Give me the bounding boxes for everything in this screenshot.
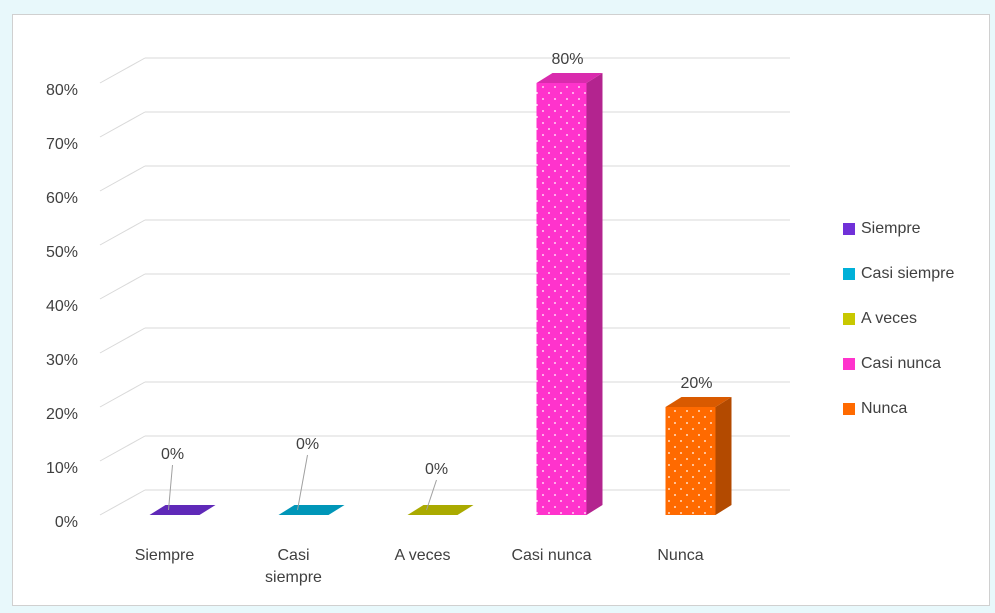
x-tick-label: Casi nunca <box>511 547 592 564</box>
data-label: 20% <box>680 375 712 392</box>
x-tick-label: Nunca <box>657 547 704 564</box>
grid-line <box>99 489 146 516</box>
y-tick-label: 60% <box>46 190 78 207</box>
y-tick-label: 80% <box>46 82 78 99</box>
bar-top <box>278 505 345 515</box>
grid-line <box>99 165 146 192</box>
legend-label: Casi nunca <box>861 355 941 372</box>
data-label: 80% <box>551 51 583 68</box>
leader-line <box>426 479 437 511</box>
data-label: 0% <box>161 446 184 463</box>
y-tick-label: 10% <box>46 460 78 477</box>
legend-label: A veces <box>861 310 917 327</box>
data-label: 0% <box>425 461 448 478</box>
leader-line <box>297 454 308 511</box>
leader-line <box>168 464 173 511</box>
x-tick-label: A veces <box>394 547 451 564</box>
legend-swatch <box>843 313 855 325</box>
grid-line <box>99 381 146 408</box>
bar-texture <box>665 407 716 515</box>
y-tick-label: 0% <box>55 514 78 531</box>
legend-swatch <box>843 223 855 235</box>
grid-line <box>99 435 146 462</box>
grid-line <box>99 219 146 246</box>
bar-top <box>407 505 474 515</box>
bar-top <box>536 73 603 83</box>
grid-line <box>99 57 146 84</box>
legend-swatch <box>843 358 855 370</box>
grid-line <box>99 327 146 354</box>
y-tick-label: 50% <box>46 244 78 261</box>
y-tick-label: 20% <box>46 406 78 423</box>
x-tick-label: Siempre <box>134 547 195 564</box>
grid-line <box>99 273 146 300</box>
grid-line <box>99 111 146 138</box>
bar-side <box>715 397 732 515</box>
legend-label: Casi siempre <box>861 265 954 282</box>
legend-label: Nunca <box>861 400 907 417</box>
bar-top <box>665 397 732 407</box>
data-label: 0% <box>296 436 319 453</box>
x-tick-label: Casi siempre <box>265 547 322 586</box>
bar-texture <box>536 83 587 515</box>
legend-swatch <box>843 268 855 280</box>
bar-top <box>149 505 216 515</box>
y-tick-label: 30% <box>46 352 78 369</box>
y-tick-label: 70% <box>46 136 78 153</box>
y-tick-label: 40% <box>46 298 78 315</box>
legend-label: Siempre <box>861 220 921 237</box>
legend-swatch <box>843 403 855 415</box>
bar-side <box>586 73 603 515</box>
